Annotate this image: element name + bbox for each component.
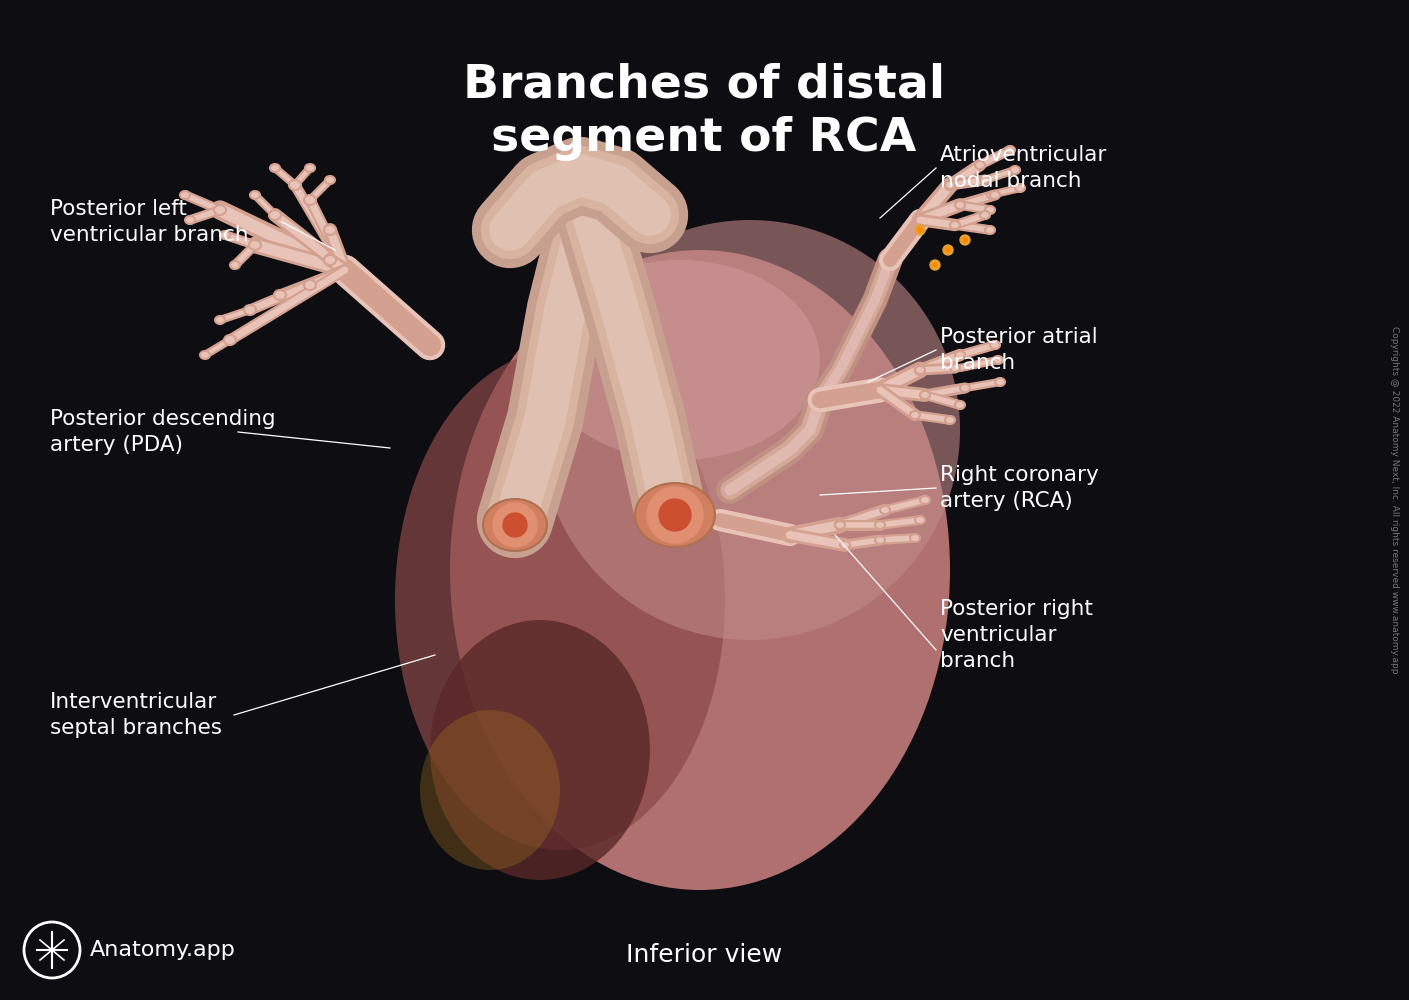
Circle shape bbox=[943, 245, 952, 255]
Ellipse shape bbox=[269, 210, 280, 220]
Ellipse shape bbox=[325, 176, 335, 184]
Ellipse shape bbox=[991, 191, 1000, 199]
Ellipse shape bbox=[910, 411, 920, 419]
Ellipse shape bbox=[995, 378, 1005, 386]
Ellipse shape bbox=[180, 191, 190, 199]
Ellipse shape bbox=[985, 226, 995, 234]
Ellipse shape bbox=[950, 221, 960, 229]
Ellipse shape bbox=[1014, 184, 1024, 192]
Ellipse shape bbox=[200, 351, 210, 359]
Circle shape bbox=[503, 513, 527, 537]
Ellipse shape bbox=[1010, 166, 1020, 174]
Ellipse shape bbox=[483, 499, 547, 551]
Ellipse shape bbox=[981, 211, 991, 219]
Text: Right coronary
artery (RCA): Right coronary artery (RCA) bbox=[940, 465, 1099, 511]
Text: Posterior atrial
branch: Posterior atrial branch bbox=[940, 327, 1098, 373]
Ellipse shape bbox=[945, 416, 955, 424]
Ellipse shape bbox=[244, 305, 256, 315]
Circle shape bbox=[933, 263, 937, 267]
Ellipse shape bbox=[324, 225, 335, 235]
Text: Interventricular
septal branches: Interventricular septal branches bbox=[49, 692, 223, 738]
Ellipse shape bbox=[304, 164, 316, 172]
Ellipse shape bbox=[950, 364, 960, 372]
Ellipse shape bbox=[914, 516, 924, 524]
Ellipse shape bbox=[224, 335, 235, 345]
Ellipse shape bbox=[955, 351, 965, 359]
Ellipse shape bbox=[324, 255, 335, 265]
Ellipse shape bbox=[230, 261, 240, 269]
Ellipse shape bbox=[993, 356, 1003, 364]
Ellipse shape bbox=[840, 541, 850, 549]
Text: Inferior view: Inferior view bbox=[626, 943, 782, 967]
Ellipse shape bbox=[216, 316, 225, 324]
Ellipse shape bbox=[875, 536, 885, 544]
Text: Posterior descending
artery (PDA): Posterior descending artery (PDA) bbox=[49, 409, 276, 455]
Ellipse shape bbox=[955, 201, 965, 209]
Ellipse shape bbox=[991, 341, 1000, 349]
Ellipse shape bbox=[273, 290, 286, 300]
Ellipse shape bbox=[981, 176, 991, 184]
Circle shape bbox=[914, 225, 924, 235]
Ellipse shape bbox=[185, 216, 194, 224]
Text: Posterior left
ventricular branch: Posterior left ventricular branch bbox=[49, 199, 248, 245]
Circle shape bbox=[960, 235, 969, 245]
Ellipse shape bbox=[271, 164, 280, 172]
Circle shape bbox=[919, 228, 921, 232]
Text: Atrioventricular
nodal branch: Atrioventricular nodal branch bbox=[940, 145, 1107, 191]
Text: Branches of distal
segment of RCA: Branches of distal segment of RCA bbox=[464, 62, 945, 161]
Ellipse shape bbox=[449, 250, 950, 890]
Ellipse shape bbox=[955, 401, 965, 409]
Circle shape bbox=[493, 503, 537, 547]
Ellipse shape bbox=[975, 161, 985, 169]
Circle shape bbox=[659, 499, 690, 531]
Ellipse shape bbox=[945, 181, 955, 189]
Ellipse shape bbox=[420, 710, 559, 870]
Ellipse shape bbox=[635, 483, 714, 547]
Circle shape bbox=[647, 487, 703, 543]
Ellipse shape bbox=[914, 366, 924, 374]
Ellipse shape bbox=[540, 260, 820, 460]
Ellipse shape bbox=[910, 534, 920, 542]
Ellipse shape bbox=[220, 231, 230, 239]
Ellipse shape bbox=[304, 195, 316, 205]
Ellipse shape bbox=[881, 506, 890, 514]
Circle shape bbox=[930, 260, 940, 270]
Ellipse shape bbox=[289, 180, 302, 190]
Circle shape bbox=[945, 248, 950, 252]
Text: Copyrights @ 2022 Anatomy Next, Inc. All rights reserved www.anatomy.app: Copyrights @ 2022 Anatomy Next, Inc. All… bbox=[1391, 326, 1399, 674]
Text: Anatomy.app: Anatomy.app bbox=[90, 940, 235, 960]
Ellipse shape bbox=[249, 191, 261, 199]
Ellipse shape bbox=[1005, 146, 1014, 154]
Text: Posterior right
ventricular
branch: Posterior right ventricular branch bbox=[940, 599, 1093, 671]
Circle shape bbox=[962, 238, 967, 242]
Ellipse shape bbox=[836, 521, 845, 529]
Ellipse shape bbox=[304, 280, 316, 290]
Ellipse shape bbox=[395, 350, 726, 850]
Ellipse shape bbox=[920, 391, 930, 399]
Ellipse shape bbox=[875, 521, 885, 529]
Ellipse shape bbox=[249, 240, 261, 250]
Ellipse shape bbox=[214, 205, 225, 215]
Ellipse shape bbox=[540, 220, 960, 640]
Ellipse shape bbox=[430, 620, 650, 880]
Ellipse shape bbox=[920, 496, 930, 504]
Ellipse shape bbox=[960, 384, 969, 392]
Ellipse shape bbox=[985, 206, 995, 214]
